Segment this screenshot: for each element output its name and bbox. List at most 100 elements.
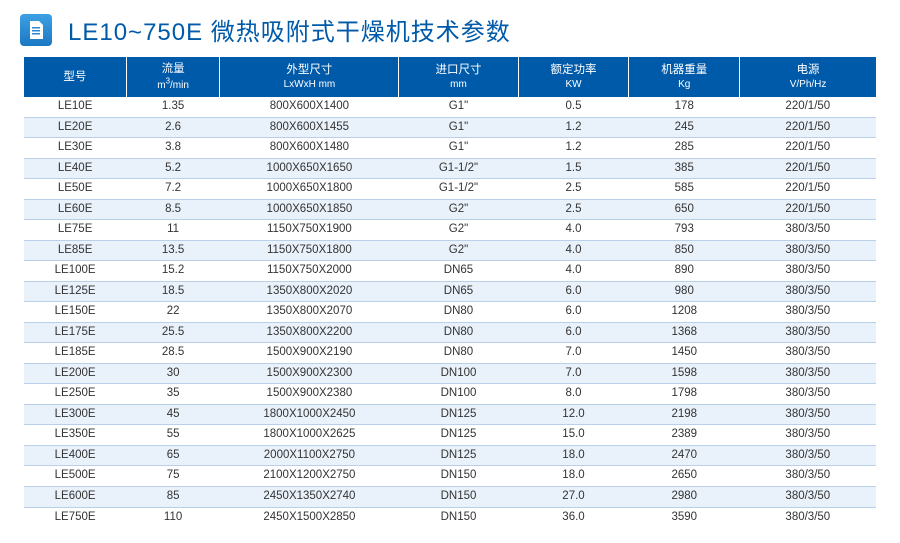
table-cell: 285 — [629, 138, 740, 159]
column-header: 电源V/Ph/Hz — [740, 57, 876, 97]
table-cell: 380/3/50 — [740, 425, 876, 446]
table-body: LE10E1.35800X600X1400G1"0.5178220/1/50LE… — [24, 97, 876, 527]
table-cell: 2.5 — [518, 199, 629, 220]
table-cell: LE150E — [24, 302, 126, 323]
table-cell: 585 — [629, 179, 740, 200]
table-row: LE500E752100X1200X2750DN15018.02650380/3… — [24, 466, 876, 487]
table-row: LE175E25.51350X800X2200DN806.01368380/3/… — [24, 322, 876, 343]
table-cell: 35 — [126, 384, 220, 405]
table-row: LE75E111150X750X1900G2"4.0793380/3/50 — [24, 220, 876, 241]
table-cell: 18.0 — [518, 445, 629, 466]
table-row: LE300E451800X1000X2450DN12512.02198380/3… — [24, 404, 876, 425]
table-cell: LE30E — [24, 138, 126, 159]
table-cell: 1150X750X2000 — [220, 261, 399, 282]
table-row: LE125E18.51350X800X2020DN656.0980380/3/5… — [24, 281, 876, 302]
table-cell: 380/3/50 — [740, 281, 876, 302]
table-cell: DN150 — [399, 487, 518, 508]
table-cell: 11 — [126, 220, 220, 241]
table-cell: 110 — [126, 507, 220, 527]
table-cell: 6.0 — [518, 281, 629, 302]
page-title: LE10~750E 微热吸附式干燥机技术参数 — [68, 12, 511, 47]
spec-table: 型号流量m3/min外型尺寸LxWxH mm进口尺寸mm额定功率KW机器重量Kg… — [24, 57, 876, 527]
table-cell: 245 — [629, 117, 740, 138]
table-cell: LE75E — [24, 220, 126, 241]
table-cell: 7.2 — [126, 179, 220, 200]
table-cell: DN100 — [399, 363, 518, 384]
table-cell: 8.0 — [518, 384, 629, 405]
table-cell: 36.0 — [518, 507, 629, 527]
table-cell: 2000X1100X2750 — [220, 445, 399, 466]
table-cell: 2198 — [629, 404, 740, 425]
table-cell: 6.0 — [518, 322, 629, 343]
table-cell: 1.2 — [518, 117, 629, 138]
table-cell: G1-1/2" — [399, 179, 518, 200]
table-row: LE200E301500X900X2300DN1007.01598380/3/5… — [24, 363, 876, 384]
table-cell: 15.2 — [126, 261, 220, 282]
table-cell: 3.8 — [126, 138, 220, 159]
table-row: LE10E1.35800X600X1400G1"0.5178220/1/50 — [24, 97, 876, 117]
table-cell: 27.0 — [518, 487, 629, 508]
table-cell: DN125 — [399, 425, 518, 446]
table-cell: 1.2 — [518, 138, 629, 159]
table-row: LE600E852450X1350X2740DN15027.02980380/3… — [24, 487, 876, 508]
table-cell: 7.0 — [518, 343, 629, 364]
table-cell: 1000X650X1850 — [220, 199, 399, 220]
table-cell: 4.0 — [518, 261, 629, 282]
table-cell: 380/3/50 — [740, 507, 876, 527]
table-header: 型号流量m3/min外型尺寸LxWxH mm进口尺寸mm额定功率KW机器重量Kg… — [24, 57, 876, 97]
table-cell: 220/1/50 — [740, 199, 876, 220]
table-cell: 2980 — [629, 487, 740, 508]
table-cell: DN80 — [399, 302, 518, 323]
table-cell: LE200E — [24, 363, 126, 384]
table-row: LE100E15.21150X750X2000DN654.0890380/3/5… — [24, 261, 876, 282]
table-cell: LE300E — [24, 404, 126, 425]
table-cell: LE60E — [24, 199, 126, 220]
table-cell: LE20E — [24, 117, 126, 138]
table-cell: 1798 — [629, 384, 740, 405]
table-cell: 15.0 — [518, 425, 629, 446]
table-cell: 380/3/50 — [740, 363, 876, 384]
table-cell: 6.0 — [518, 302, 629, 323]
table-cell: G2" — [399, 220, 518, 241]
table-cell: 2450X1350X2740 — [220, 487, 399, 508]
table-cell: 4.0 — [518, 240, 629, 261]
table-cell: LE600E — [24, 487, 126, 508]
table-cell: LE250E — [24, 384, 126, 405]
table-row: LE150E221350X800X2070DN806.01208380/3/50 — [24, 302, 876, 323]
table-cell: 220/1/50 — [740, 117, 876, 138]
table-cell: 7.0 — [518, 363, 629, 384]
table-cell: 18.5 — [126, 281, 220, 302]
table-cell: LE500E — [24, 466, 126, 487]
table-cell: LE185E — [24, 343, 126, 364]
table-cell: 1.35 — [126, 97, 220, 117]
table-cell: 800X600X1455 — [220, 117, 399, 138]
table-cell: 380/3/50 — [740, 343, 876, 364]
document-icon — [20, 14, 52, 46]
table-cell: 380/3/50 — [740, 322, 876, 343]
table-cell: DN125 — [399, 445, 518, 466]
table-cell: G1" — [399, 138, 518, 159]
table-cell: 1350X800X2020 — [220, 281, 399, 302]
table-cell: 75 — [126, 466, 220, 487]
table-cell: 800X600X1480 — [220, 138, 399, 159]
table-cell: G1-1/2" — [399, 158, 518, 179]
table-cell: 4.0 — [518, 220, 629, 241]
table-cell: LE10E — [24, 97, 126, 117]
table-cell: DN150 — [399, 466, 518, 487]
table-cell: 2450X1500X2850 — [220, 507, 399, 527]
table-cell: 0.5 — [518, 97, 629, 117]
table-cell: 1450 — [629, 343, 740, 364]
table-row: LE250E351500X900X2380DN1008.01798380/3/5… — [24, 384, 876, 405]
table-cell: 380/3/50 — [740, 487, 876, 508]
table-cell: 18.0 — [518, 466, 629, 487]
table-cell: 220/1/50 — [740, 138, 876, 159]
table-cell: 13.5 — [126, 240, 220, 261]
table-cell: LE50E — [24, 179, 126, 200]
table-cell: DN80 — [399, 343, 518, 364]
table-cell: LE40E — [24, 158, 126, 179]
table-cell: 2389 — [629, 425, 740, 446]
table-cell: LE175E — [24, 322, 126, 343]
table-cell: 1500X900X2300 — [220, 363, 399, 384]
table-cell: 30 — [126, 363, 220, 384]
table-cell: DN80 — [399, 322, 518, 343]
